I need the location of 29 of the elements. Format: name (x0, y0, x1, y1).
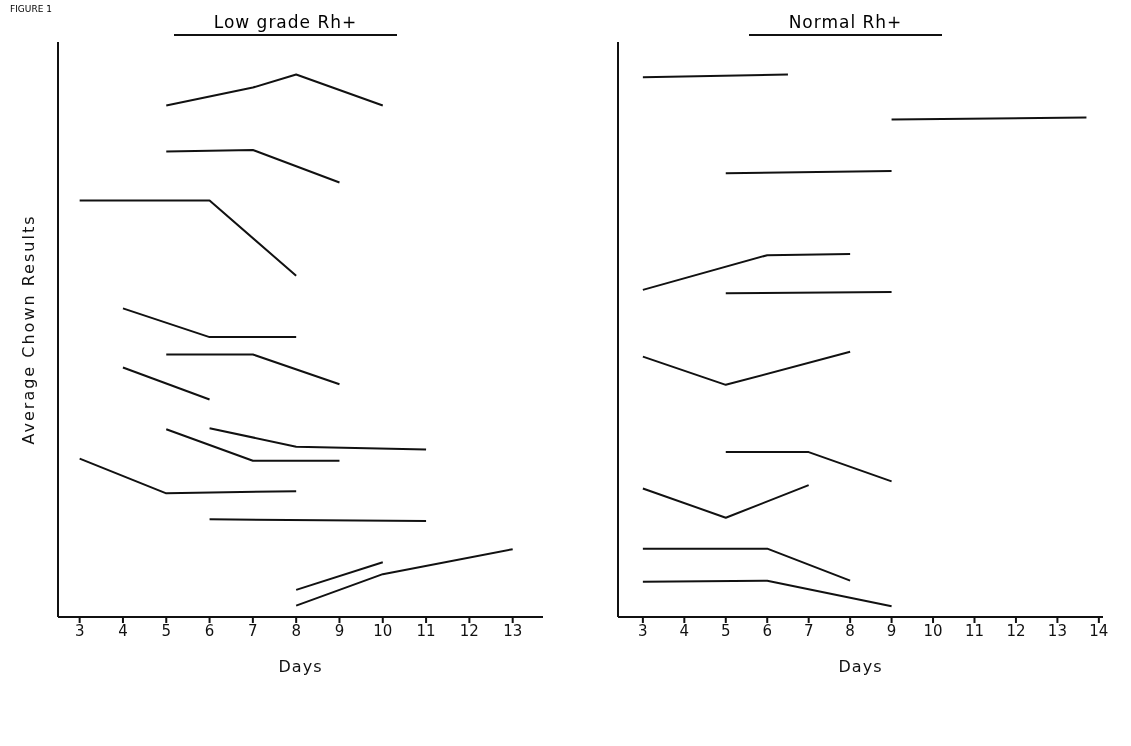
chart-title: Low grade Rh+ (173, 12, 398, 36)
x-tick-label: 6 (204, 621, 215, 640)
x-tick-label: 9 (334, 621, 345, 640)
x-tick-label: 12 (459, 621, 479, 640)
x-tick-label: 9 (886, 621, 897, 640)
x-tick-label: 7 (803, 621, 814, 640)
caption: FIGURE 1 (10, 4, 52, 14)
x-tick-label: 8 (291, 621, 301, 640)
x-tick-label: 4 (679, 621, 690, 640)
x-tick-label: 7 (248, 621, 258, 640)
x-tick-label: 3 (74, 621, 85, 640)
x-tick-label: 13 (503, 621, 523, 640)
x-tick-label: 3 (638, 621, 648, 640)
chart-title: Normal Rh+ (748, 12, 943, 36)
x-tick-label: 5 (161, 621, 172, 640)
x-tick-label: 10 (923, 621, 943, 640)
x-tick-label: 10 (373, 621, 393, 640)
x-tick-label: 12 (1006, 621, 1026, 640)
x-tick-label: 11 (416, 621, 436, 640)
x-tick-label: 6 (762, 621, 772, 640)
x-tick-label: 8 (845, 621, 855, 640)
x-tick-label: 11 (964, 621, 985, 640)
x-tick-label: 4 (118, 621, 128, 640)
x-tick-label: 14 (1089, 621, 1109, 640)
x-axis-title: Days (838, 657, 883, 676)
x-tick-label: 5 (721, 621, 731, 640)
x-tick-label: 13 (1047, 621, 1067, 640)
y-axis-title: Average Chown Results (18, 214, 38, 445)
x-axis-title: Days (278, 657, 323, 676)
